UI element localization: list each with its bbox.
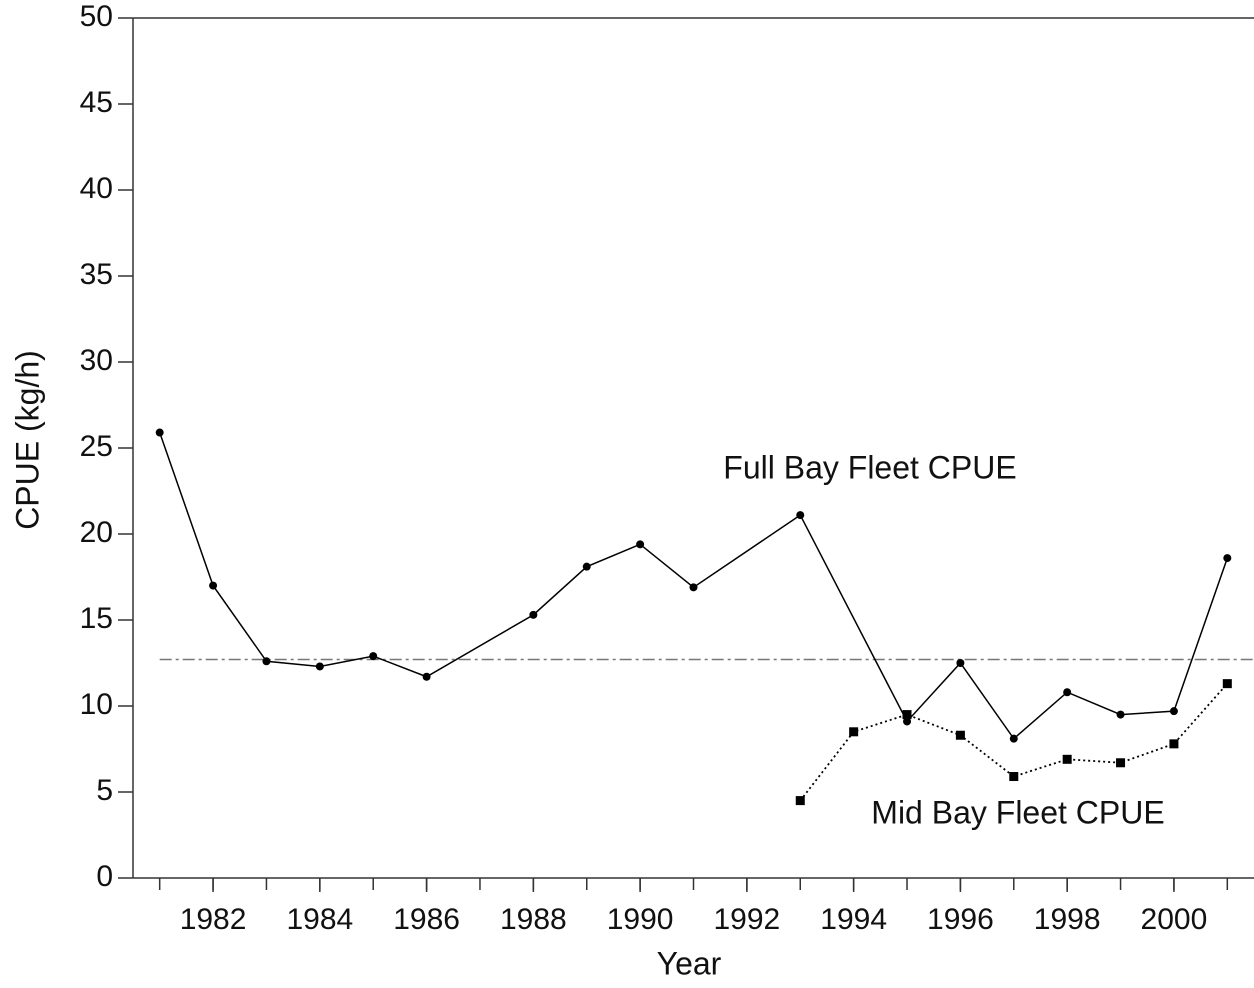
x-tick-label: 1994 <box>820 903 887 936</box>
y-tick-label: 45 <box>80 86 113 119</box>
marker <box>1169 707 1178 716</box>
marker <box>529 610 538 619</box>
series-label: Mid Bay Fleet CPUE <box>871 794 1164 830</box>
x-tick-label: 1988 <box>500 903 567 936</box>
x-tick-label: 1996 <box>927 903 994 936</box>
marker <box>209 581 218 590</box>
marker <box>849 727 859 737</box>
y-tick-label: 5 <box>96 774 113 807</box>
y-tick-label: 35 <box>80 258 113 291</box>
y-axis-label: CPUE (kg/h) <box>9 350 45 530</box>
x-axis-label: Year <box>657 945 722 981</box>
y-tick-label: 20 <box>80 516 113 549</box>
y-tick-label: 50 <box>80 0 113 33</box>
marker <box>903 717 912 726</box>
marker <box>262 657 271 666</box>
x-tick-label: 1982 <box>180 903 247 936</box>
y-tick-label: 30 <box>80 344 113 377</box>
marker <box>1009 772 1019 782</box>
marker <box>369 652 378 661</box>
marker <box>422 672 431 681</box>
series-line <box>799 683 1228 802</box>
marker <box>1063 688 1072 697</box>
marker <box>1116 758 1126 768</box>
y-tick-label: 0 <box>96 860 113 893</box>
y-tick-label: 25 <box>80 430 113 463</box>
marker <box>1223 554 1232 563</box>
marker <box>956 659 965 667</box>
marker <box>1222 679 1232 689</box>
marker <box>315 662 324 671</box>
marker <box>1169 739 1179 749</box>
x-tick-label: 1998 <box>1034 903 1101 936</box>
marker <box>1116 710 1125 719</box>
y-tick-label: 10 <box>80 688 113 721</box>
marker <box>636 540 645 549</box>
marker <box>902 710 912 720</box>
marker <box>689 583 698 592</box>
x-tick-label: 1984 <box>286 903 353 936</box>
x-tick-label: 1990 <box>607 903 674 936</box>
x-tick-label: 2000 <box>1141 903 1208 936</box>
marker <box>1009 734 1018 743</box>
series-label: Full Bay Fleet CPUE <box>723 449 1016 485</box>
marker <box>582 562 591 571</box>
series-line <box>158 432 1229 740</box>
x-tick-label: 1992 <box>714 903 781 936</box>
x-tick-label: 1986 <box>393 903 460 936</box>
marker <box>796 511 805 520</box>
y-tick-label: 15 <box>80 602 113 635</box>
y-tick-label: 40 <box>80 172 113 205</box>
marker <box>955 730 965 740</box>
marker <box>155 428 164 437</box>
marker <box>795 796 805 806</box>
marker <box>1062 754 1072 764</box>
